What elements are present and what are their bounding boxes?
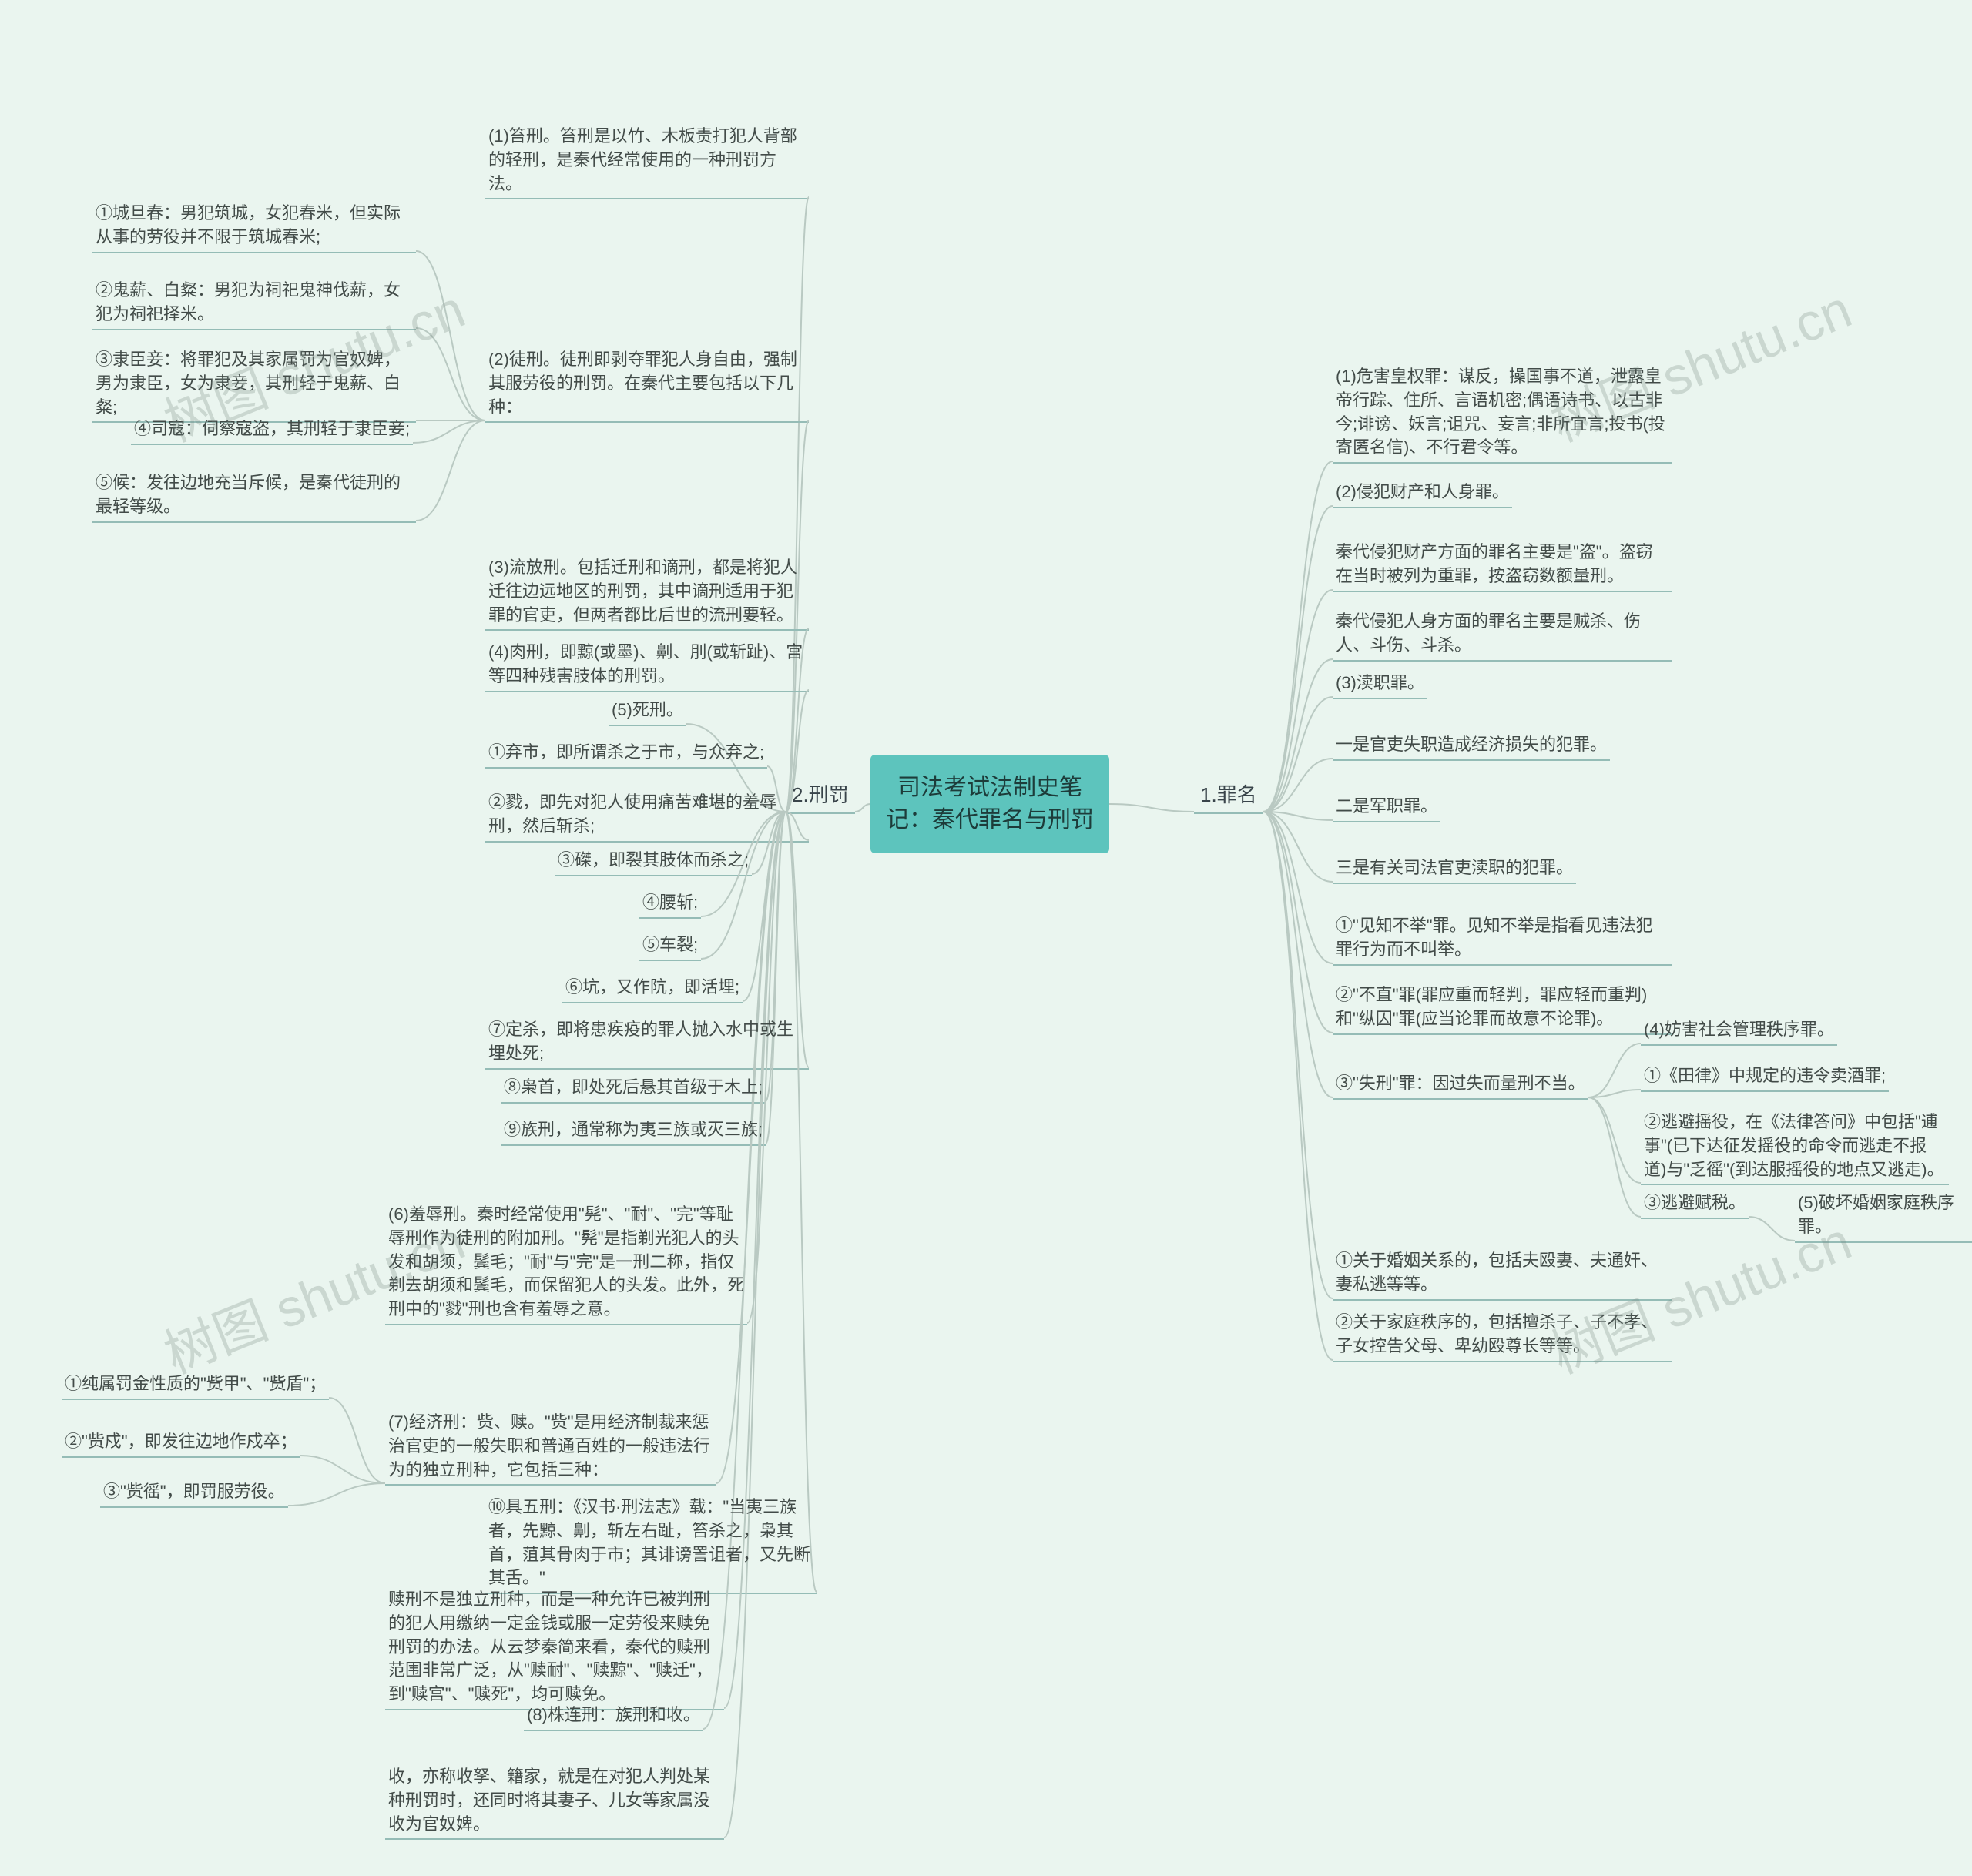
- leaf-0-8: ④腰斩;: [639, 889, 701, 916]
- leaf-2-0: (5)破坏婚姻家庭秩序罪。: [1795, 1190, 1972, 1241]
- leaf-0-4: (3)渎职罪。: [1333, 670, 1427, 697]
- leaf-1-0: ①纯属罚金性质的"赀甲"、"赀盾"；: [62, 1371, 329, 1398]
- leaf-0-10: ③"失刑"罪：因过失而量刑不当。: [1333, 1070, 1588, 1097]
- leaf-1-1: ②"赀戍"，即发往边地作戍卒；: [62, 1429, 300, 1456]
- leaf-0-12: ⑧枭首，即处死后悬其首级于木上;: [501, 1074, 766, 1101]
- leaf-0-5: 一是官吏失职造成经济损失的犯罪。: [1333, 732, 1610, 759]
- leaf-0-9: ⑤车裂;: [639, 932, 701, 959]
- leaf-0-11: ①关于婚姻关系的，包括夫殴妻、夫通奸、妻私逃等等。: [1333, 1248, 1672, 1298]
- leaf-0-9: ②"不直"罪(罪应重而轻判，罪应轻而重判)和"纵囚"罪(应当论罪而故意不论罪)。: [1333, 982, 1672, 1033]
- leaf-0-8: ①"见知不举"罪。见知不举是指看见违法犯罪行为而不叫举。: [1333, 913, 1672, 963]
- leaf-0-3: (4)肉刑，即黥(或墨)、劓、刖(或斩趾)、宫等四种残害肢体的刑罚。: [485, 639, 809, 690]
- leaf-0-6: ②戮，即先对犯人使用痛苦难堪的羞辱刑，然后斩杀;: [485, 789, 809, 840]
- leaf-0-14: ⑩具五刑：《汉书·刑法志》载："当夷三族者，先黥、劓，斩左右趾，笞杀之，枭其首，…: [485, 1494, 817, 1592]
- leaf-0-16: (7)经济刑：赀、赎。"赀"是用经济制裁来惩治官吏的一般失职和普通百姓的一般违法…: [385, 1409, 716, 1483]
- leaf-1-0: ①城旦春：男犯筑城，女犯春米，但实际从事的劳役并不限于筑城春米;: [92, 200, 416, 251]
- leaf-0-5: ①弃市，即所谓杀之于市，与众弃之;: [485, 739, 767, 766]
- leaf-0-15: (6)羞辱刑。秦时经常使用"髡"、"耐"、"完"等耻辱刑作为徒刑的附加刑。"髡"…: [385, 1201, 747, 1323]
- leaf-0-2: (3)流放刑。包括迁刑和谪刑，都是将犯人迁往边远地区的刑罚，其中谪刑适用于犯罪的…: [485, 554, 809, 628]
- leaf-1-4: ⑤候：发往边地充当斥候，是秦代徒刑的最轻等级。: [92, 470, 416, 521]
- leaf-0-1: (2)侵犯财产和人身罪。: [1333, 479, 1512, 506]
- leaf-1-1: ②鬼薪、白粲：男犯为祠祀鬼神伐薪，女犯为祠祀择米。: [92, 277, 416, 328]
- leaf-0-13: ⑨族刑，通常称为夷三族或灭三族;: [501, 1117, 766, 1144]
- leaf-1-1: ①《田律》中规定的违令卖酒罪;: [1641, 1063, 1889, 1090]
- leaf-1-2: ③隶臣妾：将罪犯及其家属罚为官奴婢，男为隶臣，女为隶妾，其刑轻于鬼薪、白粲;: [92, 347, 416, 420]
- leaf-0-1: (2)徒刑。徒刑即剥夺罪犯人身自由，强制其服劳役的刑罚。在秦代主要包括以下几种：: [485, 347, 809, 420]
- leaf-0-18: (8)株连刑：族刑和收。: [524, 1702, 703, 1729]
- leaf-0-2: 秦代侵犯财产方面的罪名主要是"盗"。盗窃在当时被列为重罪，按盗窃数额量刑。: [1333, 539, 1672, 590]
- leaf-0-4: (5)死刑。: [609, 697, 686, 724]
- leaf-0-6: 二是军职罪。: [1333, 793, 1440, 820]
- leaf-0-3: 秦代侵犯人身方面的罪名主要是贼杀、伤人、斗伤、斗杀。: [1333, 608, 1672, 659]
- branch-1.罪名: 1.罪名: [1194, 778, 1263, 812]
- leaf-0-10: ⑥坑，又作阬，即活埋;: [562, 974, 743, 1001]
- leaf-0-12: ②关于家庭秩序的，包括擅杀子、子不孝、子女控告父母、卑幼殴尊长等等。: [1333, 1309, 1672, 1360]
- leaf-1-2: ②逃避摇役，在《法律答问》中包括"逋事"(已下达征发摇役的命令而逃走不报道)与"…: [1641, 1109, 1949, 1183]
- leaf-0-11: ⑦定杀，即将患疾疫的罪人抛入水中或生埋处死;: [485, 1017, 809, 1067]
- leaf-1-3: ③逃避赋税。: [1641, 1190, 1749, 1217]
- leaf-0-0: (1)笞刑。笞刑是以竹、木板责打犯人背部的轻刑，是秦代经常使用的一种刑罚方法。: [485, 123, 809, 197]
- leaf-0-19: 收，亦称收孥、籍家，就是在对犯人判处某种刑罚时，还同时将其妻子、儿女等家属没收为…: [385, 1764, 724, 1837]
- leaf-0-0: (1)危害皇权罪：谋反，操国事不道，泄露皇帝行踪、住所、言语机密;偶语诗书、以古…: [1333, 363, 1672, 461]
- leaf-1-0: (4)妨害社会管理秩序罪。: [1641, 1017, 1837, 1044]
- leaf-0-7: ③磔，即裂其肢体而杀之;: [555, 847, 752, 874]
- leaf-1-2: ③"赀徭"，即罚服劳役。: [100, 1479, 288, 1506]
- leaf-0-7: 三是有关司法官吏渎职的犯罪。: [1333, 855, 1576, 882]
- leaf-0-17: 赎刑不是独立刑种，而是一种允许已被判刑的犯人用缴纳一定金钱或服一定劳役来赎免刑罚…: [385, 1586, 724, 1708]
- center-node: 司法考试法制史笔记：秦代罪名与刑罚: [870, 755, 1109, 853]
- leaf-1-3: ④司寇：伺察寇盗，其刑轻于隶臣妾;: [131, 416, 413, 443]
